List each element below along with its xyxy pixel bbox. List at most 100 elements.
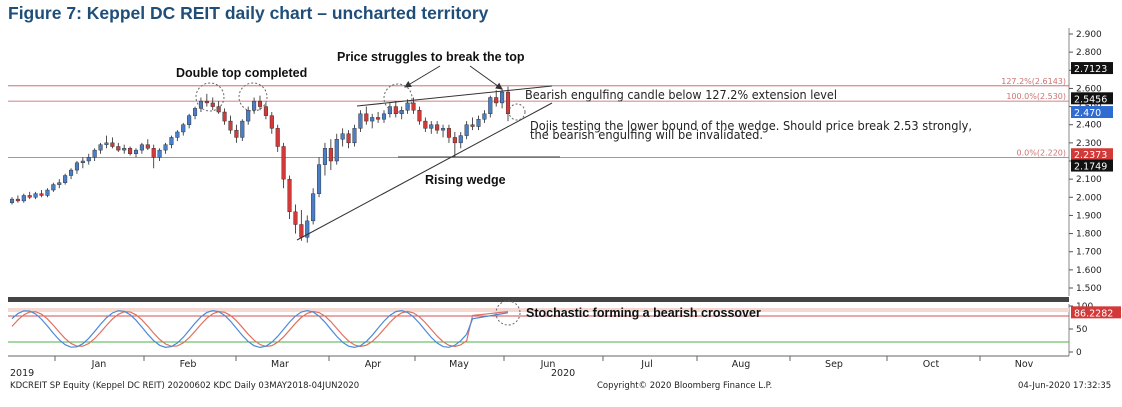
wedge-upper-trendline <box>356 85 553 107</box>
candle-body <box>293 211 298 225</box>
price-badge <box>1071 159 1113 172</box>
annotation-dojis-line1: Dojis testing the lower bound of the wed… <box>530 119 972 133</box>
candle-body <box>287 178 292 212</box>
month-label: Mar <box>271 359 289 370</box>
candle-body <box>9 198 15 203</box>
candle-body <box>45 189 50 196</box>
candle-body <box>33 193 38 198</box>
month-label: Apr <box>365 359 382 370</box>
candle-body <box>110 142 115 147</box>
candle-body <box>364 113 369 122</box>
candle-body <box>299 224 304 238</box>
stochastic-panel: 10050086.2282 <box>11 302 1121 358</box>
candle-body <box>370 117 375 122</box>
figure-title: Figure 7: Keppel DC REIT daily chart – u… <box>8 3 489 23</box>
candle-body <box>346 133 351 144</box>
candle-body <box>187 115 192 125</box>
month-label: May <box>449 359 469 370</box>
month-label: Jan <box>91 359 107 370</box>
candle-body <box>381 113 387 120</box>
stoch-badge-label: 86.2282 <box>1074 308 1113 319</box>
annotation-bearish-engulfing: Bearish engulfing candle below 127.2% ex… <box>525 87 837 102</box>
annotation-stochastic: Stochastic forming a bearish crossover <box>526 306 761 320</box>
candle-body <box>63 175 68 183</box>
stoch-tick-label: 0 <box>1076 348 1082 358</box>
candle-body <box>269 115 274 129</box>
candle-body <box>128 148 133 154</box>
wedge-top-circle <box>383 83 413 113</box>
candle-body <box>92 149 97 158</box>
price-tick-label: 1.800 <box>1076 230 1102 240</box>
candle-body <box>328 148 333 162</box>
doji-circle <box>508 103 526 121</box>
candle-body <box>281 146 286 180</box>
arrow-to-first-top <box>404 65 441 88</box>
candle-body <box>411 102 416 111</box>
candle-body <box>399 109 404 115</box>
month-label: Jun <box>540 359 556 370</box>
candle-body <box>27 195 32 198</box>
candle-body <box>122 148 127 151</box>
double-top-circle-1 <box>195 82 225 112</box>
fib-label: 127.2%(2.6143) <box>1001 77 1066 86</box>
candle-body <box>340 133 345 140</box>
annotation-dojis-line2: the bearish engulfing will be invalidate… <box>530 128 763 142</box>
candle-body <box>322 148 327 165</box>
candle-body <box>352 128 357 144</box>
stoch-tick-label: 50 <box>1076 325 1088 335</box>
candle-body <box>464 124 469 136</box>
price-tick-label: 2.800 <box>1076 48 1102 58</box>
footer-timestamp: 04-Jun-2020 17:32:35 <box>1018 381 1112 391</box>
price-badge-label: 2.5456 <box>1074 94 1107 105</box>
candle-body <box>494 97 499 104</box>
price-tick-label: 1.700 <box>1076 248 1102 258</box>
candle-body <box>69 169 74 176</box>
price-badge <box>1071 148 1113 161</box>
candle-body <box>417 109 422 122</box>
candle-body <box>305 220 310 238</box>
price-tick-label: 2.100 <box>1076 175 1102 185</box>
price-tick-label: 2.600 <box>1076 84 1102 94</box>
fib-label: 0.0%(2.220) <box>1017 148 1066 157</box>
price-tick-label: 2.900 <box>1076 30 1102 40</box>
candle-body <box>163 144 168 151</box>
price-tick-label: 1.600 <box>1076 266 1102 276</box>
candle-body <box>458 135 463 144</box>
price-tick-label: 2.400 <box>1076 121 1102 131</box>
candle-body <box>429 124 434 129</box>
candle-body <box>169 137 174 145</box>
candle-body <box>181 124 186 133</box>
candle-body <box>74 162 79 171</box>
annotation-double-top: Double top completed <box>176 66 307 80</box>
footer-security-info: KDCREIT SP Equity (Keppel DC REIT) 20200… <box>10 381 360 391</box>
candle-body <box>80 160 85 164</box>
candle-body <box>435 124 440 131</box>
candle-body <box>228 120 233 131</box>
candle-body <box>216 106 221 113</box>
candle-body <box>204 100 209 104</box>
price-tick-label: 2.300 <box>1076 139 1102 149</box>
month-label: Aug <box>732 359 751 370</box>
candle-body <box>488 97 493 115</box>
candle-body <box>376 117 381 120</box>
candle-body <box>234 129 239 138</box>
candle-body <box>157 149 162 158</box>
stoch-overbought-band <box>8 308 1069 312</box>
candle-body <box>393 106 398 115</box>
candle-body <box>57 182 62 185</box>
year-label: 2020 <box>551 368 575 379</box>
candle-body <box>470 124 475 127</box>
stoch-d-line <box>11 310 509 348</box>
candle-body <box>500 91 505 104</box>
year-label: 2019 <box>10 368 34 379</box>
month-label: Jul <box>640 359 652 370</box>
annotation-price-struggles: Price struggles to break the top <box>337 50 525 64</box>
candle-body <box>334 139 339 162</box>
candle-body <box>151 148 156 158</box>
candle-body <box>275 128 280 147</box>
panel-divider <box>8 297 1069 302</box>
candle-body <box>423 120 428 129</box>
candle-body <box>15 198 20 202</box>
candle-body <box>210 102 215 107</box>
